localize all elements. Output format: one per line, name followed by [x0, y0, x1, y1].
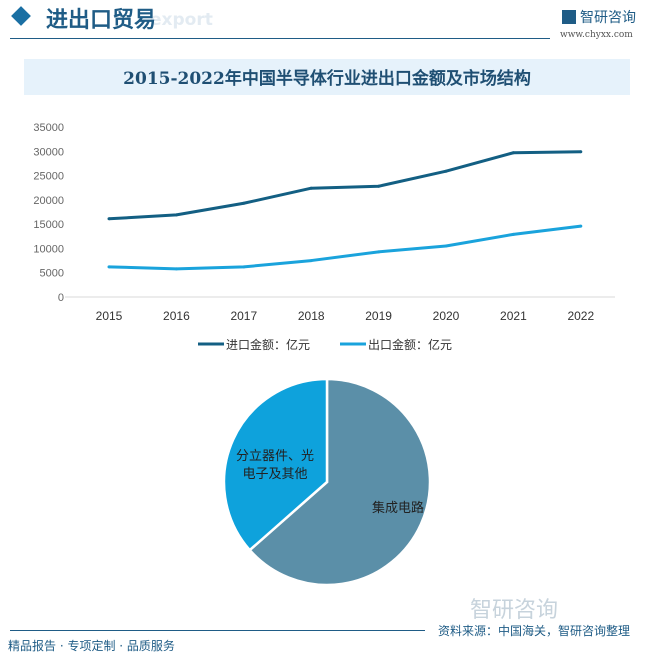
series-line-0 — [108, 150, 581, 221]
y-tick-label: 20000 — [33, 195, 64, 207]
legend-label-0: 进口金额：亿元 — [226, 337, 310, 352]
chart-title: 2015-2022年中国半导体行业进出口金额及市场结构 — [123, 69, 531, 89]
footer-watermark-brand: 智研咨询 — [470, 598, 559, 623]
x-tick-label: 2017 — [230, 309, 257, 323]
brand-logo-icon — [562, 10, 576, 24]
brand-name: 智研咨询 — [580, 10, 636, 26]
pie-label-ic: 集成电路 — [372, 500, 424, 515]
pie-slice-0 — [247, 377, 432, 587]
x-tick-label: 2016 — [163, 309, 190, 323]
title-band — [24, 59, 630, 95]
data-point — [579, 150, 583, 154]
header-divider — [10, 38, 550, 39]
x-tick-label: 2019 — [365, 309, 392, 323]
y-tick-label: 30000 — [33, 146, 64, 158]
data-point — [242, 265, 246, 269]
data-point — [511, 151, 515, 155]
series-line-1 — [108, 224, 581, 271]
data-point — [377, 184, 381, 188]
y-tick-label: 25000 — [33, 171, 64, 183]
y-tick-label: 5000 — [40, 268, 64, 280]
data-point — [174, 213, 178, 217]
y-tick-label: 10000 — [33, 243, 64, 255]
brand-url: www.chyxx.com — [560, 30, 633, 40]
pie-label-other-line2: 电子及其他 — [242, 466, 307, 481]
data-point — [377, 250, 381, 254]
data-point — [444, 244, 448, 248]
x-tick-label: 2022 — [567, 309, 594, 323]
y-tick-label: 15000 — [33, 219, 64, 231]
y-tick-label: 35000 — [33, 122, 64, 134]
brand: 智研咨询 — [562, 7, 636, 27]
data-point — [107, 265, 111, 269]
header-ghost-text: export — [150, 10, 213, 30]
pie-slice-1 — [222, 377, 329, 552]
x-tick-label: 2018 — [298, 309, 325, 323]
footer-slogan: 精品报告 · 专项定制 · 品质服务 — [8, 639, 175, 653]
y-tick-label: 0 — [58, 292, 64, 304]
x-tick-label: 2015 — [96, 309, 123, 323]
data-point — [309, 186, 313, 190]
header-title: 进出口贸易 — [46, 7, 157, 33]
legend-label-1: 出口金额：亿元 — [368, 337, 452, 352]
data-point — [444, 169, 448, 173]
data-point — [174, 267, 178, 271]
x-tick-label: 2021 — [500, 309, 527, 323]
data-point — [579, 224, 583, 228]
data-point — [242, 201, 246, 205]
x-tick-label: 2020 — [433, 309, 460, 323]
pie-label-other-line1: 分立器件、光 — [236, 448, 314, 463]
data-point — [107, 217, 111, 221]
data-point — [511, 232, 515, 236]
data-point — [309, 259, 313, 263]
footer-divider — [10, 630, 425, 631]
footer-source: 资料来源：中国海关，智研咨询整理 — [438, 624, 631, 638]
